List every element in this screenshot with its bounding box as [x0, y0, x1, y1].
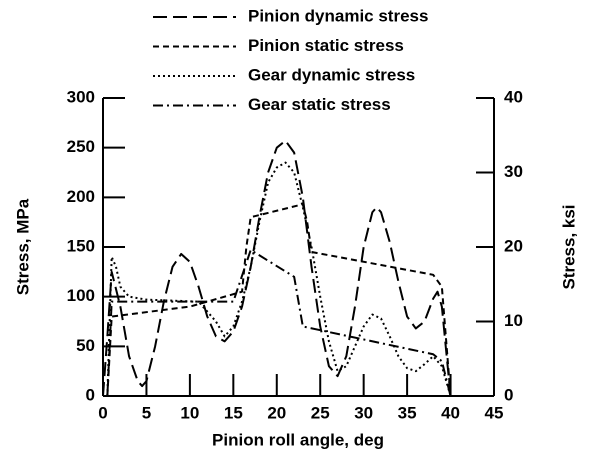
x-tick-label: 30 [354, 403, 373, 422]
y-tick-label: 150 [67, 236, 95, 255]
x-tick-label: 0 [98, 403, 107, 422]
x-tick-label: 45 [485, 403, 504, 422]
y2-tick-label: 40 [504, 87, 523, 106]
y-axis-label: Stress, MPa [13, 198, 32, 295]
y2-axis-label: Stress, ksi [559, 204, 578, 289]
y-tick-label: 100 [67, 286, 95, 305]
y2-tick-label: 0 [504, 385, 513, 404]
series-line [102, 139, 452, 397]
legend-label: Pinion dynamic stress [248, 6, 428, 25]
y-tick-label: 50 [76, 336, 95, 355]
x-tick-label: 5 [142, 403, 151, 422]
y2-tick-label: 30 [504, 162, 523, 181]
x-tick-label: 15 [224, 403, 243, 422]
legend-label: Gear dynamic stress [248, 65, 415, 84]
series-line [106, 248, 452, 397]
series-line [106, 161, 452, 397]
x-tick-label: 20 [267, 403, 286, 422]
x-tick-label: 40 [441, 403, 460, 422]
y-tick-label: 0 [86, 385, 95, 404]
y-tick-label: 250 [67, 137, 95, 156]
legend-label: Gear static stress [248, 95, 391, 114]
y-tick-label: 200 [67, 187, 95, 206]
series-line [106, 203, 452, 397]
x-tick-label: 25 [311, 403, 330, 422]
x-tick-label: 35 [398, 403, 417, 422]
legend-label: Pinion static stress [248, 36, 404, 55]
y2-tick-label: 10 [504, 311, 523, 330]
y-tick-label: 300 [67, 87, 95, 106]
x-axis-label: Pinion roll angle, deg [212, 430, 384, 449]
x-tick-label: 10 [180, 403, 199, 422]
y2-tick-label: 20 [504, 236, 523, 255]
